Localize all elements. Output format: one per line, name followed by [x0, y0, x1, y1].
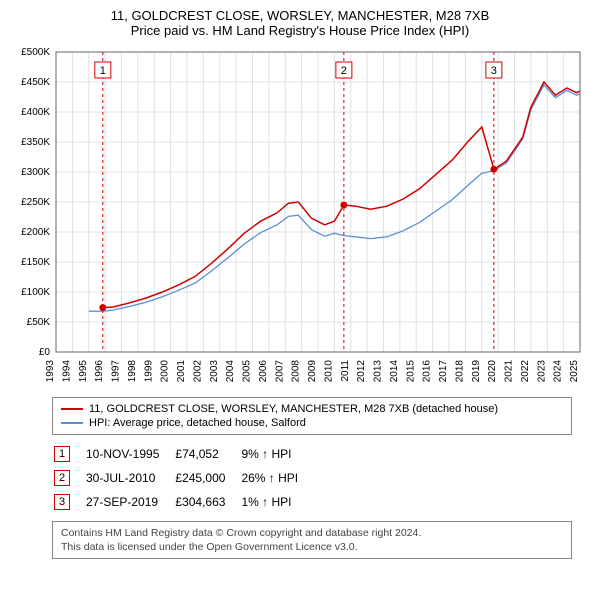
event-marker-2: 2: [54, 470, 70, 486]
footer-line2: This data is licensed under the Open Gov…: [61, 540, 563, 554]
footer-line1: Contains HM Land Registry data © Crown c…: [61, 526, 563, 540]
svg-text:1997: 1997: [111, 360, 122, 383]
series-property: [103, 82, 580, 308]
event-delta: 1% ↑ HPI: [241, 491, 312, 513]
legend-label-property: 11, GOLDCREST CLOSE, WORSLEY, MANCHESTER…: [89, 403, 498, 415]
chart-title: 11, GOLDCREST CLOSE, WORSLEY, MANCHESTER…: [10, 8, 590, 38]
svg-text:2024: 2024: [553, 360, 564, 383]
svg-text:1996: 1996: [94, 360, 105, 383]
event-price: £245,000: [175, 467, 239, 489]
svg-text:2014: 2014: [389, 360, 400, 383]
legend-swatch-hpi: [61, 422, 83, 424]
svg-text:£100K: £100K: [21, 287, 50, 298]
svg-text:2022: 2022: [520, 360, 531, 383]
svg-text:2016: 2016: [422, 360, 433, 383]
events-table: 1 10-NOV-1995£74,0529% ↑ HPI 2 30-JUL-2010£…: [52, 441, 314, 515]
svg-text:£250K: £250K: [21, 197, 50, 208]
svg-text:1998: 1998: [127, 360, 138, 383]
svg-text:£500K: £500K: [21, 47, 50, 58]
title-address: 11, GOLDCREST CLOSE, WORSLEY, MANCHESTER…: [10, 8, 590, 23]
chart-container: 11, GOLDCREST CLOSE, WORSLEY, MANCHESTER…: [0, 0, 600, 567]
svg-text:£300K: £300K: [21, 167, 50, 178]
svg-text:2019: 2019: [471, 360, 482, 383]
event-delta: 9% ↑ HPI: [241, 443, 312, 465]
legend-item-hpi: HPI: Average price, detached house, Salf…: [61, 416, 563, 430]
svg-text:2002: 2002: [192, 360, 203, 383]
svg-text:1999: 1999: [143, 360, 154, 383]
svg-text:2006: 2006: [258, 360, 269, 383]
legend-item-property: 11, GOLDCREST CLOSE, WORSLEY, MANCHESTER…: [61, 402, 563, 416]
svg-text:2010: 2010: [323, 360, 334, 383]
event-delta: 26% ↑ HPI: [241, 467, 312, 489]
svg-text:2009: 2009: [307, 360, 318, 383]
svg-text:2025: 2025: [569, 360, 580, 383]
svg-text:3: 3: [491, 65, 497, 77]
event-date: 27-SEP-2019: [86, 491, 173, 513]
svg-text:2004: 2004: [225, 360, 236, 383]
svg-text:2023: 2023: [536, 360, 547, 383]
attribution-footer: Contains HM Land Registry data © Crown c…: [52, 521, 572, 559]
legend-swatch-property: [61, 408, 83, 410]
event-row: 1 10-NOV-1995£74,0529% ↑ HPI: [54, 443, 312, 465]
svg-text:2003: 2003: [209, 360, 220, 383]
svg-text:£0: £0: [39, 347, 51, 358]
event-row: 3 27-SEP-2019£304,6631% ↑ HPI: [54, 491, 312, 513]
svg-text:1: 1: [100, 65, 106, 77]
svg-text:1995: 1995: [78, 360, 89, 383]
legend: 11, GOLDCREST CLOSE, WORSLEY, MANCHESTER…: [52, 397, 572, 435]
svg-text:2011: 2011: [340, 360, 351, 382]
svg-text:£350K: £350K: [21, 137, 50, 148]
title-subtitle: Price paid vs. HM Land Registry's House …: [10, 23, 590, 38]
svg-text:2015: 2015: [405, 360, 416, 383]
line-chart-svg: £0 £50K £100K £150K £200K £250K £300K £350K £400…: [10, 44, 590, 384]
svg-text:2001: 2001: [176, 360, 187, 383]
svg-text:2017: 2017: [438, 360, 449, 383]
svg-text:£150K: £150K: [21, 257, 50, 268]
svg-text:1993: 1993: [45, 360, 56, 383]
svg-text:£400K: £400K: [21, 107, 50, 118]
event-marker-3: 3: [54, 494, 70, 510]
svg-text:£50K: £50K: [27, 317, 51, 328]
svg-text:2021: 2021: [504, 360, 515, 383]
event-date: 10-NOV-1995: [86, 443, 173, 465]
svg-text:2007: 2007: [274, 360, 285, 383]
svg-text:2005: 2005: [242, 360, 253, 383]
svg-text:2: 2: [341, 65, 347, 77]
svg-text:2013: 2013: [373, 360, 384, 383]
svg-text:2008: 2008: [291, 360, 302, 383]
event-price: £74,052: [175, 443, 239, 465]
event-row: 2 30-JUL-2010£245,00026% ↑ HPI: [54, 467, 312, 489]
svg-text:£200K: £200K: [21, 227, 50, 238]
event-date: 30-JUL-2010: [86, 467, 173, 489]
svg-text:2018: 2018: [454, 360, 465, 383]
svg-text:2012: 2012: [356, 360, 367, 383]
event-price: £304,663: [175, 491, 239, 513]
legend-label-hpi: HPI: Average price, detached house, Salf…: [89, 417, 306, 429]
event-marker-1: 1: [54, 446, 70, 462]
chart-plot: £0 £50K £100K £150K £200K £250K £300K £350K £400…: [10, 44, 590, 389]
svg-text:2020: 2020: [487, 360, 498, 383]
svg-text:2000: 2000: [160, 360, 171, 383]
svg-text:1994: 1994: [61, 360, 72, 383]
svg-text:£450K: £450K: [21, 77, 50, 88]
